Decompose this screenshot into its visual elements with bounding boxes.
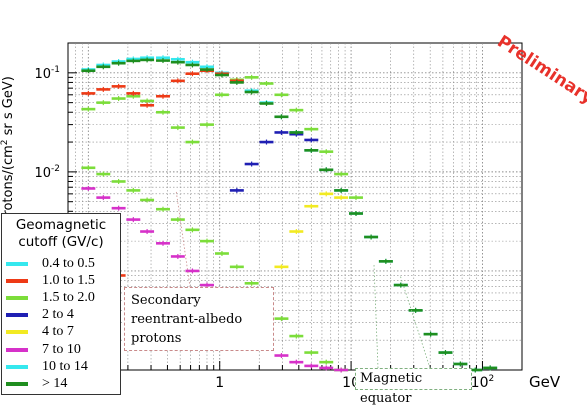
legend: Geomagnetic cutoff (GV/c) 0.4 to 0.5 1.0 …	[1, 213, 121, 395]
legend-item: 2 to 4	[6, 307, 74, 324]
legend-swatch	[6, 313, 28, 318]
annotation-magnetic-equator: Magnetic equator	[355, 368, 472, 406]
legend-item: 4 to 7	[6, 324, 74, 341]
leader-equator-2	[399, 274, 431, 369]
legend-title: Geomagnetic cutoff (GV/c)	[2, 217, 120, 251]
legend-swatch	[6, 278, 28, 283]
legend-item: 0.4 to 0.5	[6, 255, 95, 272]
legend-label: 1.0 to 1.5	[42, 272, 95, 288]
legend-label: 7 to 10	[42, 341, 81, 357]
legend-item: 7 to 10	[6, 341, 81, 358]
legend-label: 10 to 14	[42, 358, 88, 374]
y-axis-label: protons/(cm2 sr s GeV)	[0, 76, 16, 224]
annotation-line-3: protons	[131, 331, 182, 346]
legend-title-line-1: Geomagnetic	[15, 217, 107, 233]
y-tick-label: 10-1	[34, 65, 60, 82]
series-5	[274, 191, 349, 270]
legend-swatch	[6, 295, 28, 300]
legend-title-line-2: cutoff (GV/c)	[18, 234, 104, 250]
grid	[68, 43, 522, 370]
tick-exponent: -1	[51, 65, 60, 75]
legend-label: > 14	[42, 375, 68, 391]
legend-label: 4 to 7	[42, 324, 74, 340]
legend-item: 1.5 to 2.0	[6, 289, 95, 306]
tick-exponent: 2	[489, 374, 495, 384]
legend-swatch	[6, 364, 28, 369]
legend-label: 2 to 4	[42, 307, 74, 323]
annotation-leaders	[175, 189, 431, 369]
tick-exponent: -2	[51, 164, 60, 174]
annotation-secondary-protons: Secondary reentrant-albedo protons	[124, 287, 274, 351]
x-axis-label: GeV	[529, 373, 561, 391]
annotation-line-2: reentrant-albedo	[131, 312, 243, 327]
series-7	[81, 74, 363, 201]
legend-item: 10 to 14	[6, 358, 88, 375]
x-tick-label: 1	[215, 375, 224, 391]
legend-swatch	[6, 330, 28, 335]
legend-item: 1.0 to 1.5	[6, 272, 95, 289]
legend-swatch	[6, 261, 28, 266]
legend-label: 0.4 to 0.5	[42, 255, 95, 271]
ylabel-part: sr s GeV)	[1, 76, 16, 139]
y-tick-label: 10-2	[34, 164, 60, 181]
legend-item: > 14	[6, 375, 67, 392]
x-tick-label: 102	[471, 374, 495, 391]
ylabel-part: protons/(cm	[1, 145, 16, 224]
annotation-line-1: Secondary	[131, 293, 201, 308]
legend-label: 1.5 to 2.0	[42, 289, 95, 305]
ylabel-exponent: 2	[0, 140, 10, 146]
legend-swatch	[6, 347, 28, 352]
legend-swatch	[6, 381, 28, 386]
series-8	[81, 68, 244, 108]
leader-secondary	[175, 189, 191, 288]
